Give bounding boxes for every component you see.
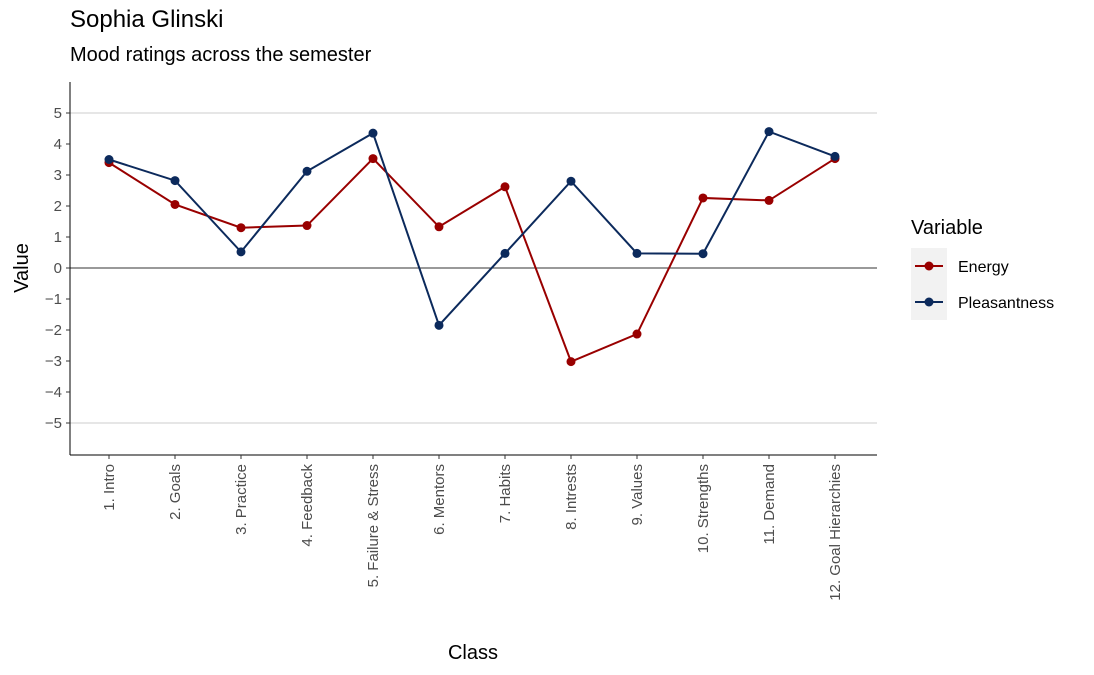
y-tick-label: 0 bbox=[54, 260, 62, 277]
x-tick-label: 6. Mentors bbox=[431, 464, 448, 535]
series-line bbox=[108, 130, 836, 328]
x-tick-label: 3. Practice bbox=[233, 464, 250, 535]
data-point bbox=[632, 248, 642, 258]
data-point bbox=[500, 182, 510, 192]
data-point bbox=[500, 248, 510, 258]
data-point bbox=[434, 320, 444, 330]
y-tick-label: 5 bbox=[54, 105, 62, 122]
series-line bbox=[108, 157, 836, 363]
y-tick-label: 2 bbox=[54, 198, 62, 215]
data-point bbox=[302, 166, 312, 176]
y-tick-label: −1 bbox=[45, 291, 62, 308]
x-axis-ticks: 1. Intro 2. Goals 3. Practice 4. Feedback 5.… bbox=[101, 455, 844, 601]
data-point bbox=[368, 128, 378, 138]
series-layer bbox=[104, 127, 840, 367]
data-point bbox=[236, 223, 246, 233]
x-tick-label: 2. Goals bbox=[167, 464, 184, 520]
legend-title: Variable bbox=[911, 217, 983, 239]
data-point bbox=[170, 176, 180, 186]
series-energy bbox=[104, 154, 840, 367]
y-tick-label: 1 bbox=[54, 229, 62, 246]
data-point bbox=[698, 193, 708, 203]
chart-title: Sophia Glinski bbox=[70, 6, 224, 33]
legend-key-point bbox=[924, 297, 934, 307]
x-tick-label: 4. Feedback bbox=[299, 464, 316, 547]
y-tick-label: −5 bbox=[45, 415, 62, 432]
legend-label: Pleasantness bbox=[958, 295, 1054, 312]
x-tick-label: 9. Values bbox=[629, 464, 646, 525]
data-point bbox=[764, 195, 774, 205]
legend: Variable Energy Pleasantness bbox=[911, 217, 1054, 320]
data-point bbox=[566, 176, 576, 186]
chart-subtitle: Mood ratings across the semester bbox=[70, 44, 372, 66]
y-tick-label: 4 bbox=[54, 136, 62, 153]
y-tick-label: −2 bbox=[45, 322, 62, 339]
x-tick-label: 1. Intro bbox=[101, 464, 118, 511]
grid-lines bbox=[70, 112, 877, 424]
data-point bbox=[566, 357, 576, 367]
data-point bbox=[830, 151, 840, 161]
series-pleasantness bbox=[104, 127, 840, 330]
y-tick-label: −4 bbox=[45, 384, 62, 401]
data-point bbox=[170, 199, 180, 209]
data-point bbox=[764, 127, 774, 137]
y-tick-label: 3 bbox=[54, 167, 62, 184]
x-tick-label: 12. Goal Hierarchies bbox=[827, 464, 844, 601]
y-axis-ticks: −5 −4 −3 −2 −1 0 1 2 3 4 5 bbox=[45, 105, 70, 432]
x-tick-label: 10. Strengths bbox=[695, 464, 712, 553]
x-tick-label: 8. Intrests bbox=[563, 464, 580, 530]
legend-label: Energy bbox=[958, 259, 1009, 276]
x-tick-label: 7. Habits bbox=[497, 464, 514, 523]
legend-key-point bbox=[924, 261, 934, 271]
data-point bbox=[236, 247, 246, 257]
y-axis-title: Value bbox=[11, 243, 33, 293]
legend-key-background bbox=[911, 248, 947, 320]
x-tick-label: 11. Demand bbox=[761, 464, 778, 545]
data-point bbox=[368, 154, 378, 164]
data-point bbox=[434, 222, 444, 232]
x-tick-label: 5. Failure & Stress bbox=[365, 464, 382, 587]
data-point bbox=[698, 249, 708, 259]
data-point bbox=[632, 329, 642, 339]
data-point bbox=[104, 155, 114, 164]
x-axis-title: Class bbox=[448, 642, 498, 664]
y-tick-label: −3 bbox=[45, 353, 62, 370]
data-point bbox=[302, 221, 312, 231]
